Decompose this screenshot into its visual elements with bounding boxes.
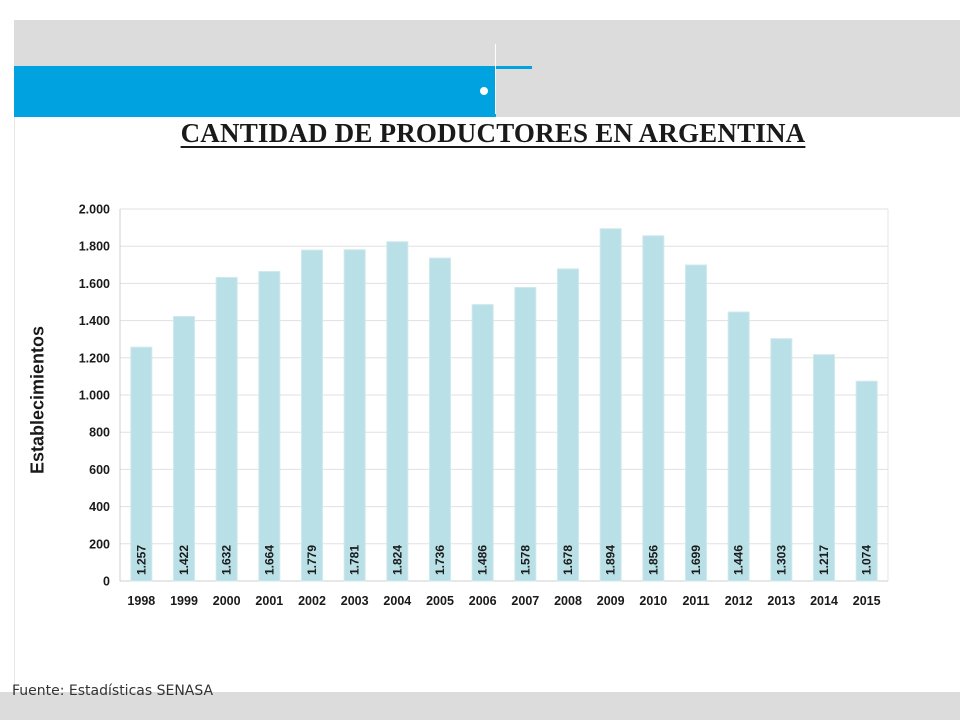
- y-tick-label: 1.400: [79, 314, 110, 328]
- data-label: 1.632: [220, 545, 234, 575]
- data-label: 1.894: [604, 545, 618, 575]
- data-label: 1.257: [134, 545, 148, 575]
- y-tick-label: 1.000: [79, 389, 110, 403]
- bar: [173, 316, 195, 582]
- bar: [130, 346, 153, 582]
- slide-top-margin: [0, 0, 960, 20]
- y-axis-label: Establecimientos: [27, 325, 48, 475]
- x-tick-label: 1999: [170, 594, 198, 608]
- y-tick-label: 2.000: [79, 203, 110, 217]
- data-label: 1.736: [433, 545, 447, 575]
- x-tick-label: 2006: [469, 594, 497, 608]
- bar: [727, 311, 750, 582]
- data-label: 1.699: [689, 545, 703, 575]
- left-margin-strip: [0, 117, 15, 692]
- bar: [685, 264, 707, 582]
- bar: [471, 304, 494, 582]
- bar: [343, 249, 366, 582]
- x-tick-label: 2012: [725, 594, 753, 608]
- bar: [301, 249, 323, 582]
- bar: [770, 338, 793, 582]
- y-tick-label: 600: [89, 463, 110, 477]
- data-label: 1.578: [518, 545, 532, 575]
- bar: [599, 228, 622, 582]
- y-tick-label: 200: [89, 537, 110, 551]
- y-tick-label: 1.800: [79, 240, 110, 254]
- header-blue-line: [496, 66, 532, 69]
- data-label: 1.074: [860, 545, 874, 575]
- bar: [514, 286, 537, 582]
- bar: [429, 257, 451, 582]
- x-tick-label: 2002: [298, 594, 326, 608]
- bar: [386, 241, 409, 582]
- x-tick-label: 2007: [511, 594, 539, 608]
- x-tick-label: 2013: [767, 594, 795, 608]
- source-note: Fuente: Estadísticas SENASA: [12, 683, 214, 699]
- data-label: 1.779: [305, 545, 319, 575]
- y-tick-label: 1.600: [79, 277, 110, 291]
- header-dot: [480, 87, 488, 95]
- bar: [642, 235, 665, 582]
- x-tick-label: 2008: [554, 594, 582, 608]
- data-label: 1.446: [732, 545, 746, 575]
- x-tick-label: 1998: [127, 594, 155, 608]
- data-label: 1.217: [817, 545, 831, 575]
- data-label: 1.664: [262, 545, 276, 575]
- x-tick-label: 2009: [597, 594, 625, 608]
- header-blue-band: [14, 66, 496, 117]
- data-label: 1.678: [561, 545, 575, 575]
- footer-grey-band: [0, 692, 960, 720]
- data-label: 1.422: [177, 545, 191, 575]
- data-label: 1.781: [348, 545, 362, 575]
- x-tick-label: 2005: [426, 594, 454, 608]
- bar: [855, 380, 878, 582]
- data-label: 1.303: [774, 545, 788, 575]
- y-tick-label: 0: [103, 575, 110, 589]
- x-tick-label: 2010: [639, 594, 667, 608]
- bar: [258, 270, 281, 582]
- y-tick-label: 800: [89, 426, 110, 440]
- slide-title: CANTIDAD DE PRODUCTORES EN ARGENTINA: [180, 118, 806, 148]
- header-divider-line: [495, 44, 496, 114]
- x-tick-label: 2000: [213, 594, 241, 608]
- data-label: 1.856: [646, 545, 660, 575]
- bar: [813, 354, 835, 582]
- data-label: 1.486: [476, 545, 490, 575]
- bar: [215, 276, 238, 582]
- x-tick-label: 2004: [383, 594, 411, 608]
- y-tick-label: 400: [89, 500, 110, 514]
- y-tick-label: 1.200: [79, 351, 110, 365]
- x-tick-label: 2003: [341, 594, 369, 608]
- bar: [557, 268, 579, 582]
- x-tick-label: 2015: [853, 594, 881, 608]
- data-label: 1.824: [390, 545, 404, 575]
- x-tick-label: 2011: [682, 594, 709, 608]
- x-tick-label: 2001: [255, 594, 283, 608]
- x-tick-label: 2014: [810, 594, 838, 608]
